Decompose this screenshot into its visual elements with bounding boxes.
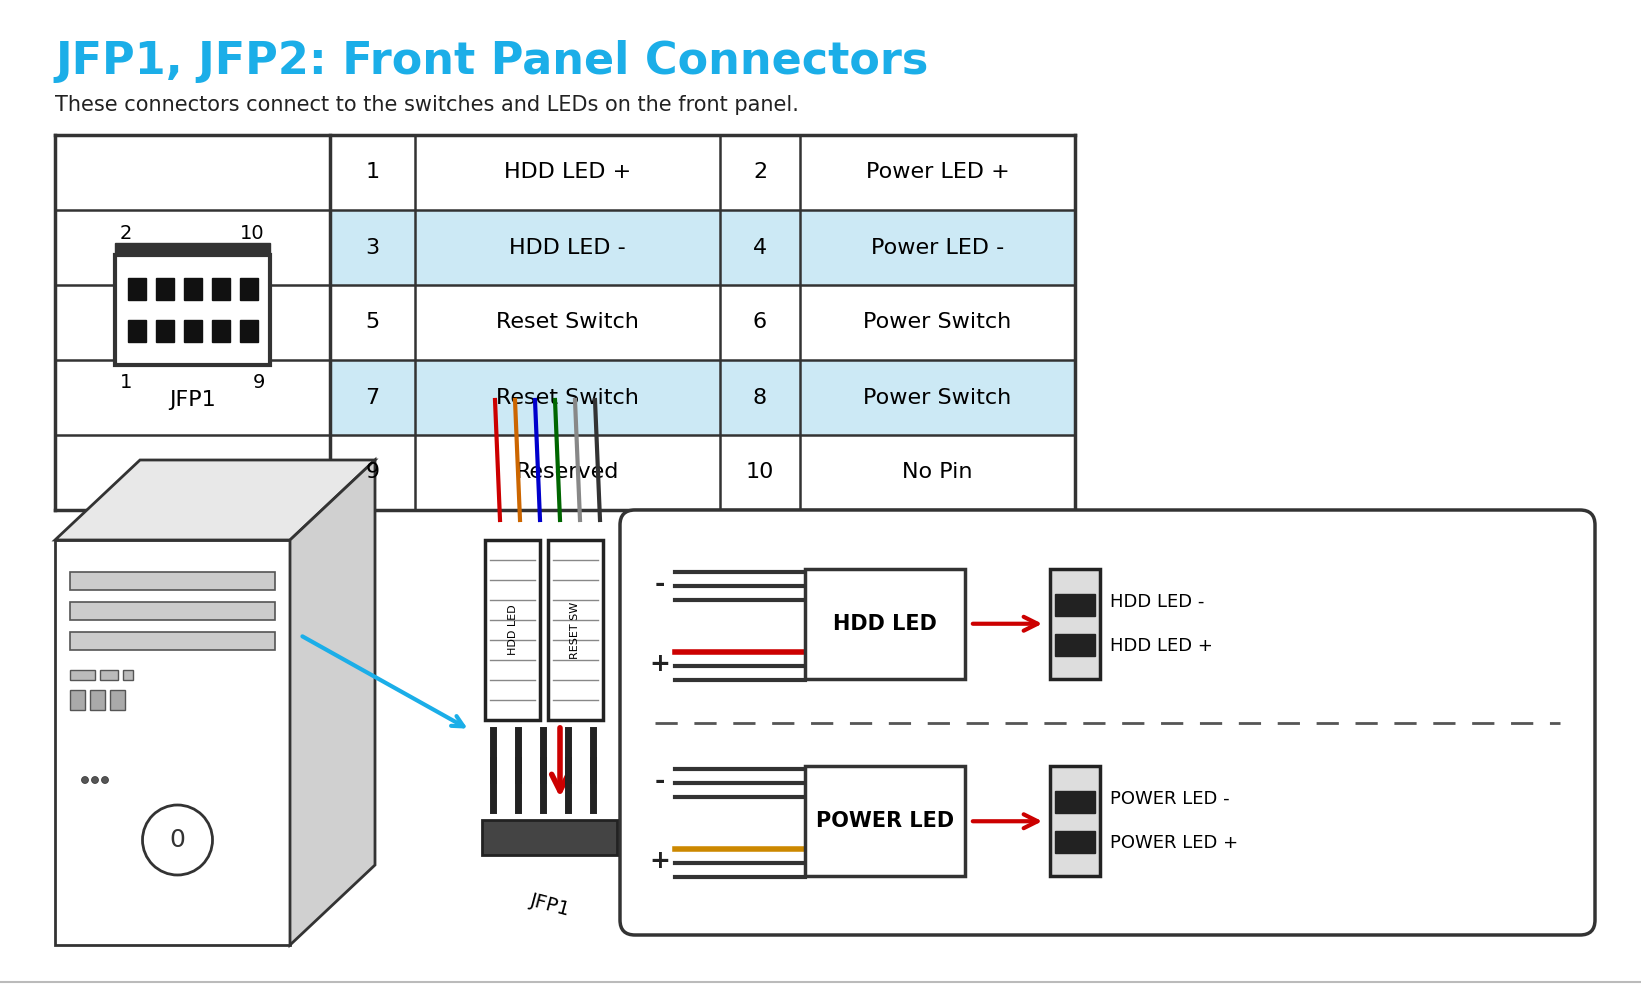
Bar bbox=[330, 210, 1075, 285]
Text: HDD LED +: HDD LED + bbox=[504, 162, 632, 182]
Text: 6: 6 bbox=[753, 312, 766, 332]
Bar bbox=[548, 540, 602, 720]
Text: -: - bbox=[655, 769, 665, 793]
Bar bbox=[1055, 791, 1095, 813]
Text: 7: 7 bbox=[366, 387, 379, 408]
Polygon shape bbox=[56, 460, 376, 540]
Bar bbox=[128, 320, 146, 342]
Polygon shape bbox=[290, 460, 376, 945]
Text: +: + bbox=[650, 849, 671, 873]
Bar bbox=[1050, 569, 1099, 679]
Bar bbox=[156, 278, 174, 300]
Text: HDD LED +: HDD LED + bbox=[1109, 637, 1213, 655]
Text: +: + bbox=[650, 652, 671, 676]
Text: POWER LED -: POWER LED - bbox=[1109, 790, 1229, 808]
Text: 9: 9 bbox=[366, 462, 379, 483]
Bar bbox=[71, 690, 85, 710]
Bar bbox=[240, 320, 258, 342]
Bar bbox=[100, 670, 118, 680]
Bar bbox=[56, 135, 330, 210]
Text: These connectors connect to the switches and LEDs on the front panel.: These connectors connect to the switches… bbox=[56, 95, 799, 115]
Bar bbox=[1055, 831, 1095, 853]
Text: POWER LED +: POWER LED + bbox=[1109, 834, 1237, 852]
Bar bbox=[212, 320, 230, 342]
Bar bbox=[1050, 766, 1099, 876]
Text: JFP1: JFP1 bbox=[528, 891, 573, 920]
Text: 5: 5 bbox=[366, 312, 379, 332]
Bar bbox=[1055, 634, 1095, 656]
Bar bbox=[330, 135, 1075, 210]
Bar bbox=[184, 278, 202, 300]
Text: Reserved: Reserved bbox=[515, 462, 619, 483]
Bar bbox=[110, 690, 125, 710]
Text: HDD LED: HDD LED bbox=[507, 605, 517, 655]
Text: HDD LED: HDD LED bbox=[834, 614, 937, 634]
Bar bbox=[330, 435, 1075, 510]
Bar bbox=[123, 670, 133, 680]
Text: Reset Switch: Reset Switch bbox=[496, 312, 638, 332]
Text: -: - bbox=[655, 572, 665, 596]
Text: POWER LED: POWER LED bbox=[816, 811, 953, 831]
Text: 10: 10 bbox=[240, 224, 264, 243]
Text: 10: 10 bbox=[745, 462, 775, 483]
Bar bbox=[1055, 594, 1095, 616]
Text: Power LED +: Power LED + bbox=[865, 162, 1009, 182]
Text: JFP1, JFP2: Front Panel Connectors: JFP1, JFP2: Front Panel Connectors bbox=[56, 40, 929, 83]
Bar bbox=[806, 569, 965, 679]
Text: 2: 2 bbox=[120, 224, 133, 243]
Text: 3: 3 bbox=[366, 237, 379, 257]
Circle shape bbox=[102, 776, 108, 784]
Bar bbox=[71, 670, 95, 680]
Bar bbox=[71, 602, 276, 620]
Text: Power Switch: Power Switch bbox=[863, 387, 1011, 408]
Bar bbox=[56, 285, 330, 360]
Text: Reset Switch: Reset Switch bbox=[496, 387, 638, 408]
Bar bbox=[806, 766, 965, 876]
Bar bbox=[330, 360, 1075, 435]
Text: HDD LED -: HDD LED - bbox=[1109, 593, 1204, 611]
Bar bbox=[71, 572, 276, 590]
Bar bbox=[56, 435, 330, 510]
FancyBboxPatch shape bbox=[620, 510, 1595, 935]
Circle shape bbox=[92, 776, 98, 784]
Text: 9: 9 bbox=[253, 373, 264, 392]
Text: 2: 2 bbox=[753, 162, 766, 182]
Bar bbox=[115, 255, 271, 365]
Bar bbox=[71, 632, 276, 650]
Text: 1: 1 bbox=[366, 162, 379, 182]
Bar bbox=[56, 540, 290, 945]
Text: RESET SW: RESET SW bbox=[571, 601, 581, 659]
Bar bbox=[56, 360, 330, 435]
Bar bbox=[128, 278, 146, 300]
Text: No Pin: No Pin bbox=[903, 462, 973, 483]
Text: 8: 8 bbox=[753, 387, 766, 408]
Text: HDD LED -: HDD LED - bbox=[509, 237, 625, 257]
Bar bbox=[184, 320, 202, 342]
Bar bbox=[56, 210, 330, 285]
Text: JFP1: JFP1 bbox=[169, 390, 217, 410]
Bar bbox=[486, 540, 540, 720]
Text: Power LED -: Power LED - bbox=[871, 237, 1004, 257]
Text: Power Switch: Power Switch bbox=[863, 312, 1011, 332]
Bar bbox=[156, 320, 174, 342]
Bar bbox=[90, 690, 105, 710]
Bar bbox=[330, 285, 1075, 360]
Bar bbox=[115, 243, 271, 255]
Circle shape bbox=[143, 805, 212, 875]
Bar bbox=[240, 278, 258, 300]
Circle shape bbox=[82, 776, 89, 784]
Text: 4: 4 bbox=[753, 237, 766, 257]
Text: 0: 0 bbox=[169, 828, 185, 852]
Bar bbox=[482, 820, 617, 855]
Text: 1: 1 bbox=[120, 373, 133, 392]
Bar bbox=[212, 278, 230, 300]
